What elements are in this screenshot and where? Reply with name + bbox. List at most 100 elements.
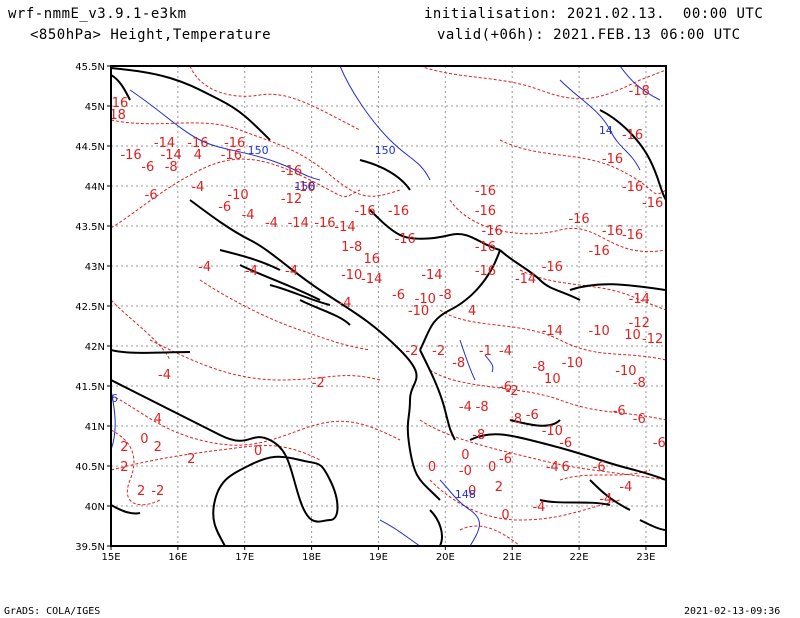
temperature-contour-label: -16 — [187, 136, 208, 151]
lat-tick-label: 45.5N — [75, 62, 105, 73]
temperature-contour-label: -16 — [482, 224, 503, 239]
temperature-contour-label: 10 — [624, 328, 641, 343]
temperature-contour-label: -16 — [120, 148, 141, 163]
temperature-contour-label: 2 — [187, 452, 195, 467]
temperature-contour-label: -4 — [459, 400, 472, 415]
temperature-contour-label: -14 — [161, 148, 182, 163]
temperature-contour-label: 4 — [154, 412, 162, 427]
temperature-contour-label: -10 — [408, 304, 429, 319]
temperature-contour-label: -4 — [265, 216, 278, 231]
temperature-contour-label: -2 — [432, 344, 445, 359]
temperature-contour-label: 2 — [120, 440, 128, 455]
temperature-contour-label: -6 — [613, 404, 626, 419]
temperature-contour-label: -14 — [515, 272, 536, 287]
temperature-contour-label: -16 — [568, 212, 589, 227]
temperature-contour-label: 0 — [254, 444, 262, 459]
temperature-contour-label: -16 — [622, 128, 643, 143]
coastlines-and-borders — [111, 67, 666, 546]
temperature-contour-label: -6 — [593, 460, 606, 475]
temperature-contour-label: 0 — [140, 432, 148, 447]
temperature-contour-label: 2 — [120, 460, 128, 475]
temperature-contour-label: -2 — [151, 484, 164, 499]
temperature-contour-label: -4 — [198, 260, 211, 275]
temperature-contour-label: -0 — [459, 464, 472, 479]
temperature-contour-label: -4 — [619, 480, 632, 495]
temperature-contour-label: 0 — [461, 448, 469, 463]
height-contour-label: 150 — [248, 144, 269, 157]
temperature-contour-label: 0 — [468, 484, 476, 499]
lat-tick-label: 42.5N — [75, 302, 105, 313]
temperature-contour-label: -16 — [475, 240, 496, 255]
temperature-contour-label: -6 — [392, 288, 405, 303]
temperature-contour-label: -16 — [622, 180, 643, 195]
temperature-contour-label: -6 — [499, 380, 512, 395]
temperature-contour-label: -14 — [542, 324, 563, 339]
credit-left: GrADS: COLA/IGES — [4, 606, 101, 617]
temperature-contour-label: -4 — [546, 460, 559, 475]
temperature-contour-label: -4 — [191, 180, 204, 195]
temperature-contour-label: -12 — [642, 332, 663, 347]
lat-tick-label: 43N — [85, 262, 105, 273]
temperature-contour-label: 10 — [544, 372, 561, 387]
lat-tick-label: 45N — [85, 102, 105, 113]
lat-tick-label: 40N — [85, 502, 105, 513]
model-name: wrf-nmmE_v3.9.1-e3km — [8, 6, 187, 22]
temperature-contour-label: -4 — [499, 344, 512, 359]
latitude-axis: 39.5N 40N 40.5N 41N 41.5N 42N 42.5N 43N 43.5N 44N… — [75, 62, 111, 553]
lat-tick-label: 42N — [85, 342, 105, 353]
temperature-contour-label: 4 — [194, 148, 202, 163]
temperature-contour-label: -14 — [334, 220, 355, 235]
temperature-contour-label: -6 — [653, 436, 666, 451]
temperature-contour-label: -4 — [285, 264, 298, 279]
temperature-contour-label: -16 — [221, 148, 242, 163]
lon-tick-label: 19E — [369, 552, 388, 563]
temperature-contour-label: -6 — [218, 200, 231, 215]
temperature-contour-label: -16 — [642, 196, 663, 211]
temperature-contour-label: -8 — [633, 376, 646, 391]
temperature-contour-label: -16 — [395, 232, 416, 247]
temperature-contour-label: -8 — [532, 360, 545, 375]
lon-tick-label: 15E — [101, 552, 120, 563]
temperature-contour-label: -8 — [439, 288, 452, 303]
temperature-contour-label: 16 — [364, 252, 381, 267]
height-contours — [111, 66, 661, 546]
temperature-contour-label: -6 — [526, 408, 539, 423]
credit-right: 2021-02-13-09:36 — [684, 606, 781, 617]
temperature-contour-label: -14 — [629, 292, 650, 307]
initialisation-time: initialisation: 2021.02.13. 00:00 UTC — [424, 6, 764, 22]
lon-tick-label: 22E — [570, 552, 589, 563]
temperature-contour-label: 2 — [137, 484, 145, 499]
temperature-contour-label: -4 — [339, 296, 352, 311]
temperature-contour-label: -6 — [145, 188, 158, 203]
temperature-contour-label: 4 — [468, 304, 476, 319]
temperature-contour-label: 0 — [501, 508, 509, 523]
temperature-contour-label: -6 — [633, 412, 646, 427]
temperature-contour-label: -10 — [562, 356, 583, 371]
temperature-contour-label: -16 — [602, 224, 623, 239]
temperature-contours — [111, 66, 666, 546]
temperature-contour-label: 6 — [562, 460, 570, 475]
lon-tick-label: 17E — [235, 552, 254, 563]
temperature-contour-label: 0 — [428, 460, 436, 475]
temperature-contour-label: -16 — [622, 228, 643, 243]
temperature-contour-label: -12 — [281, 192, 302, 207]
temperature-contour-label: -8 — [452, 356, 465, 371]
temperature-contour-label: -16 — [224, 136, 245, 151]
temperature-contour-label: -10 — [542, 424, 563, 439]
temperature-contour-label: -6 — [559, 436, 572, 451]
temperature-contour-label: 1-8 — [341, 240, 362, 255]
height-contour-label: 148 — [455, 488, 476, 501]
longitude-axis: 15E 16E 17E 18E 19E 20E 21E 22E 23E — [101, 546, 655, 563]
lat-tick-label: 44N — [85, 182, 105, 193]
temperature-contour-label: 2 — [495, 480, 503, 495]
valid-time: valid(+06h): 2021.FEB.13 06:00 UTC — [437, 27, 741, 43]
lon-tick-label: 23E — [636, 552, 655, 563]
temperature-contour-label: -16 — [354, 204, 375, 219]
temperature-contour-label: -16 — [281, 164, 302, 179]
temperature-contour-label: -2 — [405, 344, 418, 359]
temperature-contour-label: 18 — [109, 108, 126, 123]
temperature-contour-label: -16 — [388, 204, 409, 219]
temperature-contour-label: -10 — [227, 188, 248, 203]
temperature-contour-label: -14 — [361, 272, 382, 287]
